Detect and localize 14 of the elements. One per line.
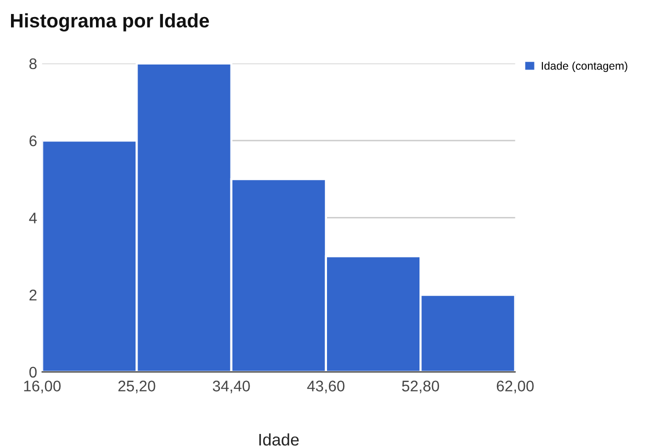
x-tick-label: 43,60: [307, 380, 344, 394]
y-tick-label: 2: [30, 290, 36, 300]
y-tick-label: 8: [29, 58, 37, 70]
chart-title: Histograma por Idade: [11, 13, 209, 32]
y-tick-label: 6: [30, 135, 37, 146]
legend-label: Idade (contagem): [542, 62, 628, 72]
x-tick-label: 34,40: [212, 380, 250, 394]
y-tick-label: 4: [29, 212, 37, 224]
x-tick-label: 25,20: [118, 380, 156, 394]
x-axis-title: Idade: [259, 433, 299, 446]
x-tick-label: 52,80: [402, 380, 440, 394]
x-tick-label: 62,00: [496, 380, 534, 394]
y-tick-label: 0: [29, 366, 37, 378]
x-tick-label: 16,00: [24, 380, 61, 394]
